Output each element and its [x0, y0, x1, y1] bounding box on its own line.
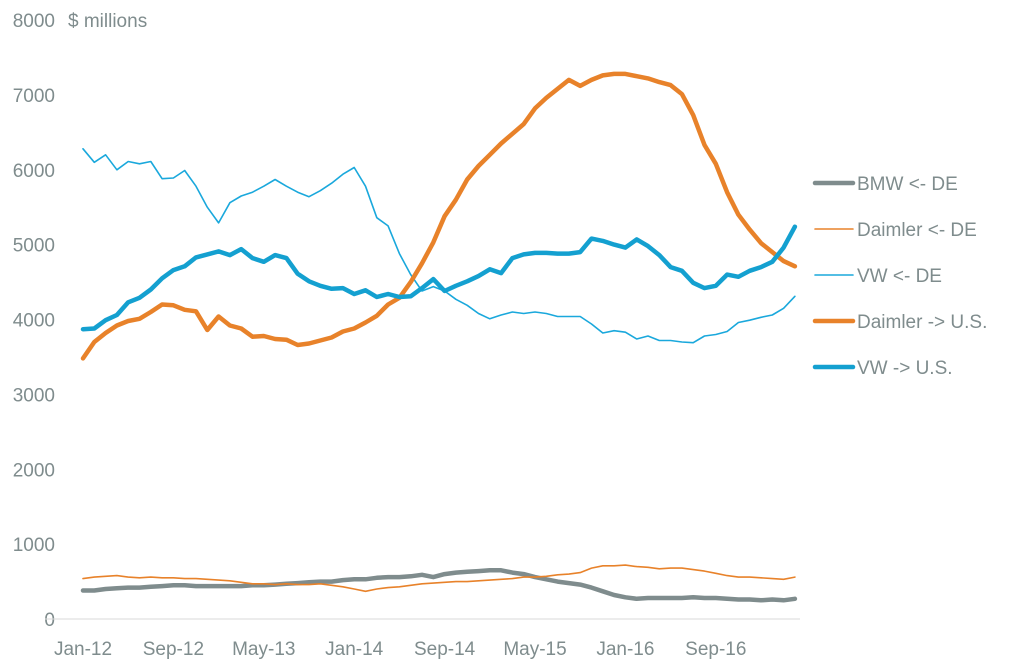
x-tick-label: Jan-12 [54, 639, 112, 660]
series-line-bmw-de [80, 568, 798, 603]
x-tick-label: May-15 [503, 639, 566, 660]
legend-label: Daimler <- DE [857, 220, 977, 241]
plot-area [80, 71, 798, 603]
y-tick-label: 3000 [13, 385, 55, 406]
legend-item: BMW <- DE [812, 174, 958, 195]
y-axis-unit-label: $ millions [68, 11, 147, 32]
y-tick-label: 1000 [13, 535, 55, 556]
legend-label: Daimler -> U.S. [857, 312, 987, 333]
series-line-daimler-u-s [80, 71, 798, 361]
x-tick-label: Sep-16 [685, 639, 746, 660]
y-tick-label: 6000 [13, 161, 55, 182]
y-axis: 0 1000 2000 3000 4000 5000 6000 7000 8000 [13, 11, 55, 631]
x-tick-label: Sep-14 [414, 639, 476, 660]
legend-item: Daimler <- DE [814, 220, 977, 241]
series-line-vw-de [82, 148, 796, 344]
legend-item: VW -> U.S. [812, 358, 953, 379]
y-tick-label: 0 [44, 610, 55, 631]
legend-label: VW <- DE [857, 266, 942, 287]
x-tick-label: Jan-14 [325, 639, 384, 660]
y-tick-label: 8000 [13, 11, 55, 32]
legend-item: Daimler -> U.S. [812, 312, 987, 333]
y-tick-label: 4000 [13, 311, 55, 332]
y-tick-label: 5000 [13, 236, 55, 257]
legend-item: VW <- DE [814, 266, 942, 287]
x-tick-label: May-13 [232, 639, 295, 660]
legend-label: VW -> U.S. [857, 358, 953, 379]
x-tick-label: Sep-12 [143, 639, 204, 660]
series-line-daimler-de [82, 564, 796, 593]
legend: BMW <- DE Daimler <- DE VW <- DE Daimler ->… [812, 174, 987, 379]
y-tick-label: 2000 [13, 460, 55, 481]
x-axis: Jan-12 Sep-12 May-13 Jan-14 Sep-14 May-15 Jan-… [54, 639, 746, 660]
series-line-vw-u-s [80, 224, 798, 332]
legend-label: BMW <- DE [857, 174, 958, 195]
x-tick-label: Jan-16 [596, 639, 654, 660]
y-tick-label: 7000 [13, 86, 55, 107]
